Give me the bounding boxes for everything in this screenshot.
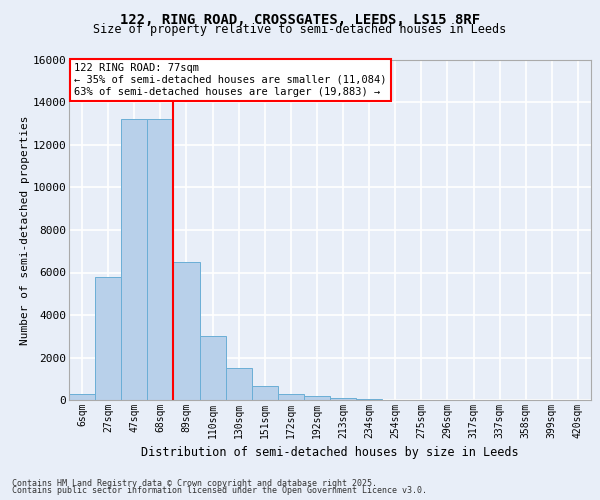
Text: 122 RING ROAD: 77sqm
← 35% of semi-detached houses are smaller (11,084)
63% of s: 122 RING ROAD: 77sqm ← 35% of semi-detac… bbox=[74, 64, 387, 96]
Bar bbox=[226, 368, 252, 400]
Y-axis label: Number of semi-detached properties: Number of semi-detached properties bbox=[20, 116, 29, 345]
Bar bbox=[304, 396, 330, 400]
Bar bbox=[278, 394, 304, 400]
X-axis label: Distribution of semi-detached houses by size in Leeds: Distribution of semi-detached houses by … bbox=[141, 446, 519, 460]
Text: Size of property relative to semi-detached houses in Leeds: Size of property relative to semi-detach… bbox=[94, 22, 506, 36]
Bar bbox=[173, 262, 199, 400]
Bar bbox=[121, 120, 148, 400]
Bar bbox=[199, 336, 226, 400]
Bar bbox=[148, 120, 173, 400]
Bar bbox=[330, 398, 356, 400]
Bar bbox=[252, 386, 278, 400]
Text: Contains HM Land Registry data © Crown copyright and database right 2025.: Contains HM Land Registry data © Crown c… bbox=[12, 478, 377, 488]
Bar bbox=[95, 276, 121, 400]
Bar bbox=[69, 394, 95, 400]
Text: Contains public sector information licensed under the Open Government Licence v3: Contains public sector information licen… bbox=[12, 486, 427, 495]
Text: 122, RING ROAD, CROSSGATES, LEEDS, LS15 8RF: 122, RING ROAD, CROSSGATES, LEEDS, LS15 … bbox=[120, 12, 480, 26]
